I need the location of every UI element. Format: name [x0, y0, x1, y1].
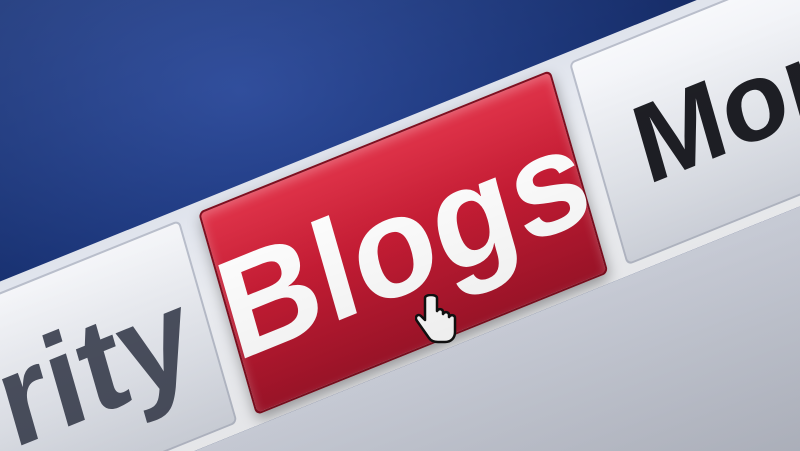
tab-security-label: rity — [0, 258, 209, 451]
tab-security[interactable]: rity — [0, 219, 238, 451]
tab-more-label: More — [619, 0, 800, 208]
hand-pointer-icon — [415, 294, 457, 344]
